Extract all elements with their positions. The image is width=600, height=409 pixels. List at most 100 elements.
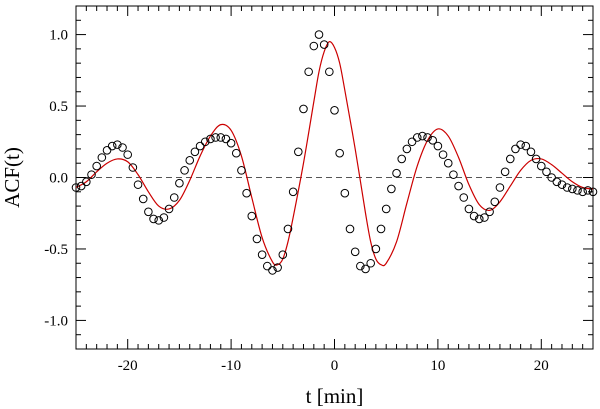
data-point: [107, 141, 117, 151]
y-axis-title: ACF(t): [0, 147, 24, 208]
data-point: [531, 154, 541, 164]
data-point: [505, 154, 515, 164]
y-tick-label: -0.5: [44, 242, 68, 258]
x-axis-title: t [min]: [306, 384, 364, 408]
data-point: [511, 144, 520, 154]
data-point: [262, 261, 272, 271]
data-point: [268, 266, 277, 275]
data-point: [325, 67, 334, 77]
data-point: [474, 214, 484, 224]
x-tick-label: 20: [534, 358, 549, 374]
data-point: [128, 163, 138, 172]
data-point: [537, 161, 546, 171]
data-point: [428, 136, 438, 145]
data-point: [376, 224, 386, 234]
data-point: [118, 143, 127, 152]
minor-ticks: [75, 5, 594, 350]
data-point: [247, 211, 257, 221]
data-point: [412, 133, 422, 142]
data-point: [345, 224, 355, 234]
data-point: [423, 133, 432, 142]
data-point: [288, 187, 298, 197]
data-point: [330, 106, 339, 115]
data-point: [133, 180, 143, 189]
data-point: [573, 186, 582, 195]
data-point: [387, 184, 396, 194]
data-point: [557, 180, 567, 189]
fit-line-layer: [75, 41, 594, 267]
x-axis-ticks: -20 -10 0 10 20: [118, 6, 549, 374]
data-point: [454, 181, 463, 191]
data-point: [169, 193, 179, 202]
data-point: [273, 263, 282, 272]
data-point: [459, 193, 469, 202]
data-point: [397, 154, 407, 164]
data-point: [252, 234, 262, 244]
data-point: [195, 141, 205, 151]
data-point: [164, 204, 174, 214]
data-point: [521, 141, 531, 151]
data-point: [257, 250, 267, 259]
data-point: [216, 133, 226, 142]
data-point: [542, 167, 551, 177]
data-point: [319, 40, 329, 49]
data-point: [294, 147, 303, 157]
data-point: [407, 137, 417, 147]
data-point: [366, 258, 375, 268]
data-point: [71, 183, 81, 192]
data-point: [180, 166, 189, 175]
data-point: [190, 147, 200, 157]
data-point: [480, 213, 489, 222]
data-point: [578, 187, 587, 197]
data-point: [562, 183, 572, 192]
y-axis-ticks: -1.0 -0.5 0.0 0.5 1.0: [44, 28, 593, 329]
data-point: [237, 166, 246, 175]
data-point: [356, 261, 365, 271]
data-point: [175, 178, 184, 188]
data-point: [381, 204, 391, 214]
data-point: [242, 188, 251, 198]
data-point: [138, 194, 148, 204]
data-point: [299, 104, 308, 114]
data-point: [200, 137, 210, 147]
data-points-layer: [71, 30, 598, 275]
data-point: [113, 140, 122, 149]
data-point: [314, 30, 324, 39]
data-point: [154, 216, 164, 225]
data-point: [526, 147, 536, 157]
x-tick-label: 0: [331, 358, 339, 374]
data-point: [516, 140, 525, 149]
data-point: [185, 156, 195, 165]
data-point: [371, 244, 381, 254]
y-tick-label: 0.0: [49, 171, 68, 187]
data-point: [443, 158, 453, 168]
data-point: [211, 133, 220, 142]
y-tick-label: 0.5: [49, 99, 68, 115]
data-point: [547, 173, 556, 182]
x-tick-label: 10: [430, 358, 445, 374]
data-point: [123, 150, 132, 159]
data-point: [490, 197, 500, 207]
x-tick-label: -20: [118, 358, 138, 374]
data-point: [469, 211, 479, 221]
data-point: [102, 146, 112, 155]
data-point: [361, 264, 370, 274]
data-point: [304, 67, 313, 77]
data-point: [438, 150, 448, 159]
data-point: [144, 207, 153, 217]
data-point: [583, 186, 593, 195]
data-point: [350, 247, 360, 257]
data-point: [392, 168, 401, 178]
x-tick-label: -10: [221, 358, 241, 374]
data-point: [149, 214, 158, 224]
data-point: [402, 144, 412, 154]
data-point: [449, 170, 458, 179]
y-tick-label: -1.0: [44, 313, 68, 329]
data-point: [97, 153, 107, 162]
fit-line: [75, 41, 594, 267]
data-point: [552, 177, 562, 187]
data-point: [221, 134, 231, 144]
data-point: [87, 170, 96, 179]
data-point: [495, 183, 505, 192]
